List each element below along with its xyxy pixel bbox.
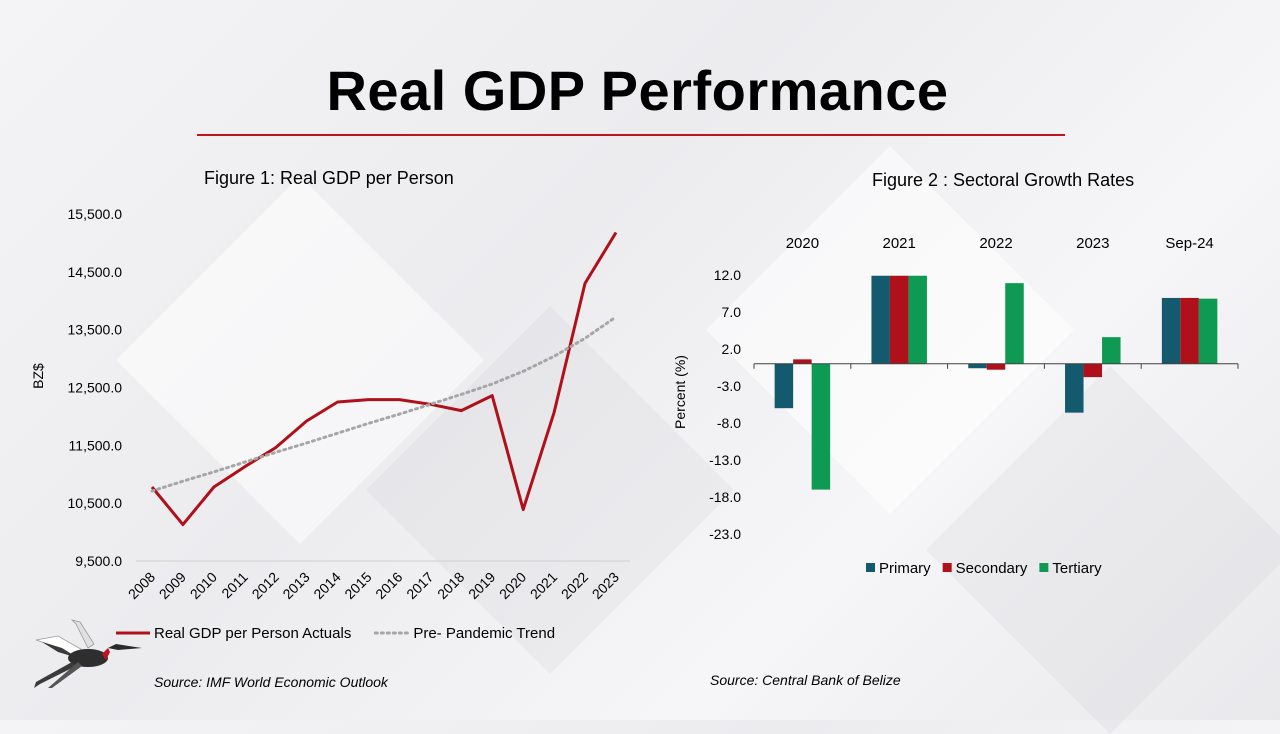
legend-label: Primary [879,560,931,577]
bar-secondary [986,363,1006,370]
x-tick-label: 2023 [589,569,622,602]
jabiru-bird-logo [34,619,142,688]
y-tick-label: -13.0 [709,452,741,468]
y-tick-label: -3.0 [717,378,741,394]
sectoral-growth-bar-chart: 12.0 7.0 2.0 -3.0 -8.0 -13.0 -18.0 -23.0 Percent… [672,235,1239,577]
figure1-title: Figure 1: Real GDP per Person [204,168,454,188]
y-tick-label: 11,500.0 [69,437,123,453]
y-tick-label: -23.0 [709,526,741,542]
y-tick-label: 15,500.0 [68,206,123,222]
y-tick-label: -8.0 [717,415,741,431]
bar-secondary [889,275,909,364]
legend-swatch [942,563,952,572]
category-label: 2021 [883,235,916,252]
legend-label: Pre- Pandemic Trend [413,625,555,642]
legend-label: Tertiary [1052,560,1102,577]
y-tick-label: 14,500.0 [68,264,123,280]
bar-primary [1065,363,1084,413]
x-tick-label: 2014 [310,569,343,602]
x-tick-label: 2018 [434,569,467,602]
bar-primary [1161,297,1181,364]
y-tick-label: 12,500.0 [68,380,123,396]
x-tick-label: 2011 [218,569,251,602]
x-tick-label: 2012 [248,569,281,602]
legend-swatch [866,563,875,572]
y-tick-label: 12.0 [714,267,741,283]
y-tick-label: 10,500.0 [68,495,123,511]
bar-primary [871,275,890,364]
x-tick-label: 2009 [156,569,189,602]
x-tick-label: 2017 [403,569,436,602]
category-label: Sep-24 [1165,235,1213,252]
figure2-source: Source: Central Bank of Belize [710,672,901,688]
actuals-series-line [150,231,618,527]
x-tick-label: 2010 [187,569,220,602]
x-tick-label: 2020 [496,569,529,602]
bar-tertiary [811,363,831,490]
title-divider [197,134,1065,136]
gdp-per-person-line-chart: 9,500.0 10,500.0 11,500.0 12,500.0 13,500.0 1… [30,206,630,642]
x-tick-label: 2013 [279,569,312,602]
legend-label: Real GDP per Person Actuals [154,625,351,642]
y-axis-label: Percent (%) [672,355,688,429]
y-tick-label: 7.0 [722,304,742,320]
bar-secondary [1083,363,1103,378]
slide-title: Real GDP Performance [326,59,949,122]
category-label: 2020 [786,235,819,252]
x-tick-label: 2022 [558,569,591,602]
figure2-title: Figure 2 : Sectoral Growth Rates [872,170,1135,190]
figure1-source: Source: IMF World Economic Outlook [154,674,388,690]
bar-secondary [1180,297,1199,364]
x-tick-label: 2016 [372,569,405,602]
legend-label: Secondary [956,560,1028,577]
y-tick-label: 2.0 [722,341,742,357]
bar-tertiary [1198,298,1218,364]
x-tick-label: 2008 [125,569,158,602]
x-tick-label: 2015 [341,569,374,602]
y-tick-label: 9,500.0 [75,553,122,569]
bar-secondary [793,359,812,364]
category-label: 2023 [1076,235,1109,252]
x-tick-label: 2021 [527,569,560,602]
y-tick-label: 13,500.0 [68,322,123,338]
trend-series-line [150,315,618,493]
bar-primary [968,363,987,369]
category-label: 2022 [979,235,1012,252]
y-axis-label: BZ$ [30,363,46,389]
x-tick-label: 2019 [465,569,498,602]
bar-tertiary [908,275,927,364]
bar-tertiary [1005,283,1024,364]
y-tick-label: -18.0 [709,489,741,505]
legend-swatch [1039,563,1049,572]
bar-tertiary [1102,337,1121,364]
bar-primary [774,363,794,409]
